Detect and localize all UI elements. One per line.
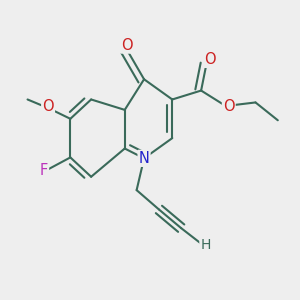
Text: F: F: [40, 163, 48, 178]
Text: O: O: [204, 52, 215, 67]
Text: O: O: [42, 99, 54, 114]
Text: H: H: [200, 238, 211, 252]
Text: O: O: [223, 98, 235, 113]
Text: O: O: [121, 38, 133, 52]
Text: N: N: [139, 151, 149, 166]
